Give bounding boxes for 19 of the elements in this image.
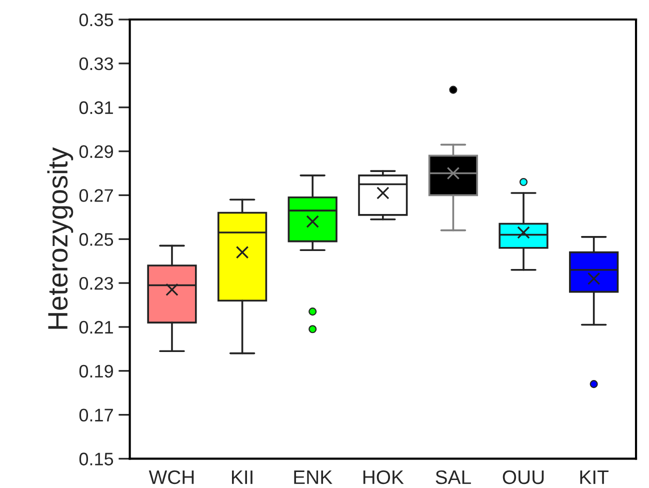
y-tick-label: 0.19 [79, 364, 113, 378]
y-tick-label: 0.15 [79, 452, 114, 466]
x-tick-label: WCH [148, 470, 194, 484]
y-tick-label: 0.27 [79, 189, 113, 202]
x-tick-label: KIT [580, 470, 609, 484]
y-tick-label: 0.29 [79, 145, 113, 158]
y-tick-label: 0.33 [79, 57, 114, 70]
y-tick-label: 0.23 [79, 276, 114, 290]
y-axis-title: Heterozygosity [47, 147, 74, 329]
x-tick-label: OUU [502, 470, 544, 484]
y-tick-label: 0.25 [79, 233, 114, 246]
x-tick-label: SAL [436, 470, 471, 484]
y-tick-label: 0.35 [79, 13, 114, 26]
x-tick-label: HOK [363, 470, 404, 484]
x-tick-label: KII [232, 470, 252, 484]
y-tick-label: 0.17 [79, 408, 113, 422]
y-tick-label: 0.21 [79, 320, 113, 334]
x-tick-label: ENK [294, 470, 332, 484]
y-tick-label: 0.31 [79, 101, 113, 114]
